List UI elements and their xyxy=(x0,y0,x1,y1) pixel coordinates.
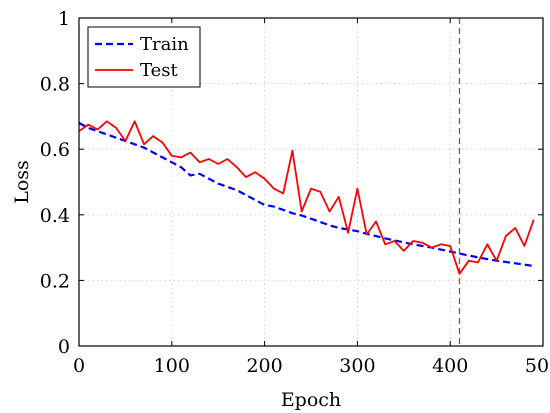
y-tick-label: 0.6 xyxy=(40,139,70,161)
x-axis-label: Epoch xyxy=(281,389,341,411)
x-tick-label: 100 xyxy=(154,355,190,377)
series-layer xyxy=(78,120,535,275)
y-tick-label: 0 xyxy=(58,336,70,358)
x-tick-label: 300 xyxy=(339,355,375,377)
legend-box xyxy=(87,26,201,88)
legend-label-test: Test xyxy=(140,60,178,81)
legend-label-train: Train xyxy=(140,34,189,55)
plot-frame xyxy=(78,17,544,347)
y-axis-label: Loss xyxy=(11,160,33,204)
y-tick-label: 0.4 xyxy=(40,205,70,227)
legend: Train Test xyxy=(87,26,201,88)
y-tick-label: 0.8 xyxy=(40,74,70,96)
x-tick-label: 0 xyxy=(73,355,85,377)
x-tick-label: 500 xyxy=(525,355,550,377)
x-tick-label: 400 xyxy=(432,355,468,377)
y-tick-label: 0.2 xyxy=(40,270,70,292)
series-line-train xyxy=(78,122,534,268)
x-tick-label: 200 xyxy=(246,355,282,377)
series-line-test xyxy=(78,120,535,275)
ticks: 0 100 200 300 400 500 0 0.2 0.4 0.6 0.8 1 xyxy=(40,8,550,377)
y-tick-label: 1 xyxy=(58,8,70,30)
